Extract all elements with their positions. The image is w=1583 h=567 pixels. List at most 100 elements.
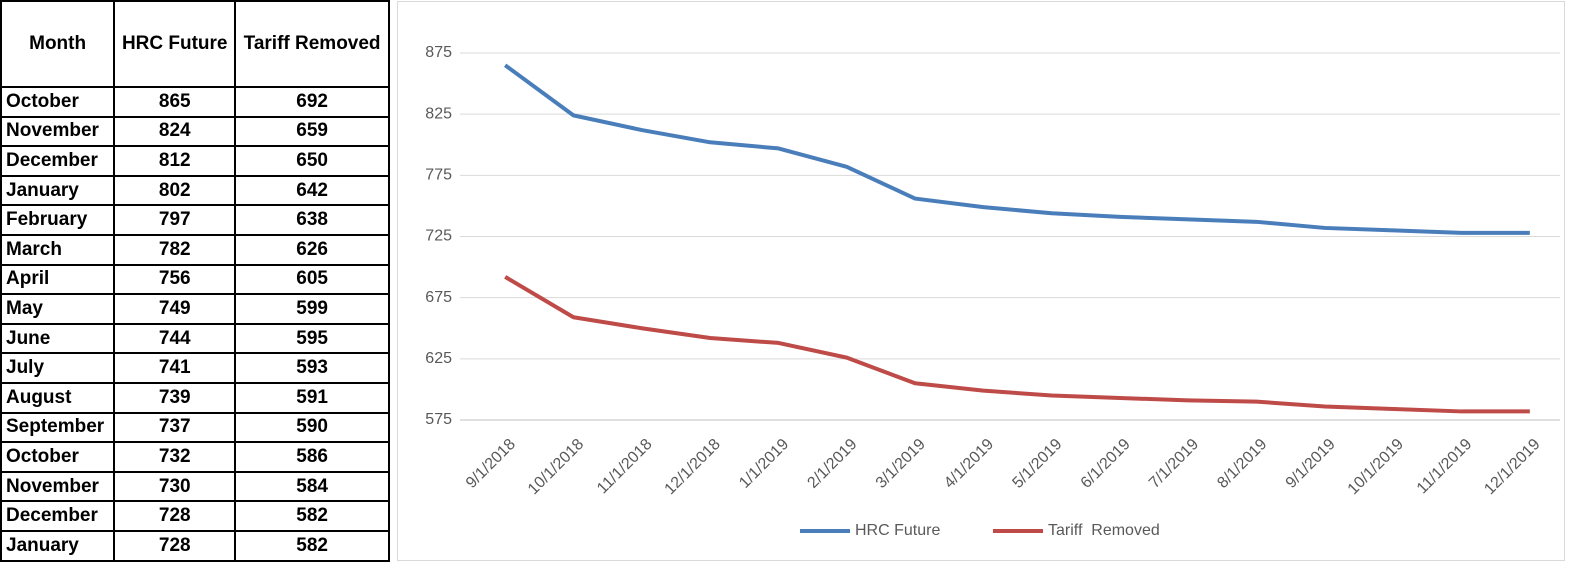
table-cell: September: [0, 411, 116, 444]
table-cell: March: [0, 233, 116, 266]
table-cell: 692: [234, 86, 390, 118]
table-row: August 739 591: [0, 381, 390, 414]
table-row: October 865 692: [0, 86, 390, 118]
table-cell: 659: [234, 115, 390, 148]
x-tick-label: 5/1/2019: [1009, 436, 1065, 492]
table-row: March 782 626: [0, 233, 390, 266]
table-cell: 582: [234, 500, 390, 532]
header-cell: Month: [0, 0, 116, 88]
table-cell: February: [0, 204, 116, 236]
table-cell: 593: [234, 352, 390, 384]
x-tick-label: 11/1/2018: [594, 436, 656, 498]
table-row: February 797 638: [0, 204, 390, 236]
x-tick-label: 3/1/2019: [873, 436, 929, 492]
table-cell: November: [0, 115, 116, 148]
table-cell: 749: [113, 293, 237, 325]
y-tick-label: 625: [425, 350, 452, 367]
data-table: Month HRC Future Tariff Removed October 865 6…: [0, 0, 390, 562]
table-cell: 865: [113, 86, 237, 118]
table-row: September 737 590: [0, 411, 390, 444]
x-tick-label: 2/1/2019: [804, 436, 860, 492]
table-cell: 728: [113, 500, 237, 532]
table-cell: 595: [234, 322, 390, 355]
table-cell: October: [0, 86, 116, 118]
table-cell: 812: [113, 145, 237, 177]
table-cell: 730: [113, 470, 237, 503]
table-cell: 824: [113, 115, 237, 148]
table-cell: December: [0, 500, 116, 532]
table-cell: 591: [234, 381, 390, 414]
table-row: May 749 599: [0, 293, 390, 325]
table-cell: 626: [234, 233, 390, 266]
y-tick-label: 725: [425, 228, 452, 245]
y-tick-label: 775: [425, 167, 452, 184]
table-cell: 744: [113, 322, 237, 355]
data-line: [504, 275, 1530, 414]
table-row: April 756 605: [0, 263, 390, 296]
x-tick-label: 7/1/2019: [1146, 436, 1202, 492]
table-cell: 741: [113, 352, 237, 384]
table-cell: 590: [234, 411, 390, 444]
x-tick-label: 9/1/2018: [463, 436, 519, 492]
x-tick-label: 12/1/2018: [662, 436, 724, 498]
table-cell: July: [0, 352, 116, 384]
table-cell: June: [0, 322, 116, 355]
x-tick-label: 8/1/2019: [1214, 436, 1270, 492]
table-cell: April: [0, 263, 116, 296]
table-cell: 642: [234, 174, 390, 207]
table-row: January 728 582: [0, 529, 390, 562]
table-cell: 638: [234, 204, 390, 236]
x-tick-label: 4/1/2019: [941, 436, 997, 492]
data-line: [503, 63, 1530, 235]
table-cell: 737: [113, 411, 237, 444]
x-tick-label: 11/1/2019: [1414, 436, 1476, 498]
table-cell: 732: [113, 441, 237, 473]
table-row: November 824 659: [0, 115, 390, 148]
y-tick-label: 575: [425, 411, 452, 428]
table-cell: 599: [234, 293, 390, 325]
chart-border: [397, 1, 1565, 561]
table-row: January 802 642: [0, 174, 390, 207]
y-tick-label: 825: [425, 105, 452, 122]
header-cell: Tariff Removed: [234, 0, 390, 88]
table-row: October 732 586: [0, 441, 390, 473]
table-cell: 797: [113, 204, 237, 236]
table-cell: January: [0, 174, 116, 207]
table-row: November 730 584: [0, 470, 390, 503]
table-cell: 756: [113, 263, 237, 296]
table-cell: January: [0, 529, 116, 562]
x-tick-label: 6/1/2019: [1078, 436, 1134, 492]
table-body: October 865 692 November 824 659 December 812 65…: [0, 86, 390, 562]
y-tick-label: 875: [425, 44, 452, 61]
table-cell: 586: [234, 441, 390, 473]
x-tick-label: 10/1/2018: [525, 436, 587, 498]
table-cell: December: [0, 145, 116, 177]
table-cell: November: [0, 470, 116, 503]
table-cell: 728: [113, 529, 237, 562]
table-cell: 739: [113, 381, 237, 414]
table-cell: August: [0, 381, 116, 414]
y-tick-label: 675: [425, 289, 452, 306]
header-cell: HRC Future: [113, 0, 237, 88]
table-cell: October: [0, 441, 116, 473]
table-row: June 744 595: [0, 322, 390, 355]
x-tick-label: 12/1/2019: [1481, 436, 1543, 498]
table-cell: 584: [234, 470, 390, 503]
x-tick-label: 10/1/2019: [1345, 436, 1407, 498]
table-cell: May: [0, 293, 116, 325]
table-row: December 728 582: [0, 500, 390, 532]
x-tick-label: 9/1/2019: [1283, 436, 1339, 492]
table-row: July 741 593: [0, 352, 390, 384]
table-row: December 812 650: [0, 145, 390, 177]
table-cell: 802: [113, 174, 237, 207]
table-cell: 605: [234, 263, 390, 296]
table-cell: 650: [234, 145, 390, 177]
legend-label: HRC Future: [855, 522, 940, 539]
legend-label: Tariff Removed: [1048, 522, 1160, 539]
table-header: Month HRC Future Tariff Removed: [0, 0, 390, 88]
x-tick-label: 1/1/2019: [736, 436, 792, 492]
table-cell: 782: [113, 233, 237, 266]
table-cell: 582: [234, 529, 390, 562]
